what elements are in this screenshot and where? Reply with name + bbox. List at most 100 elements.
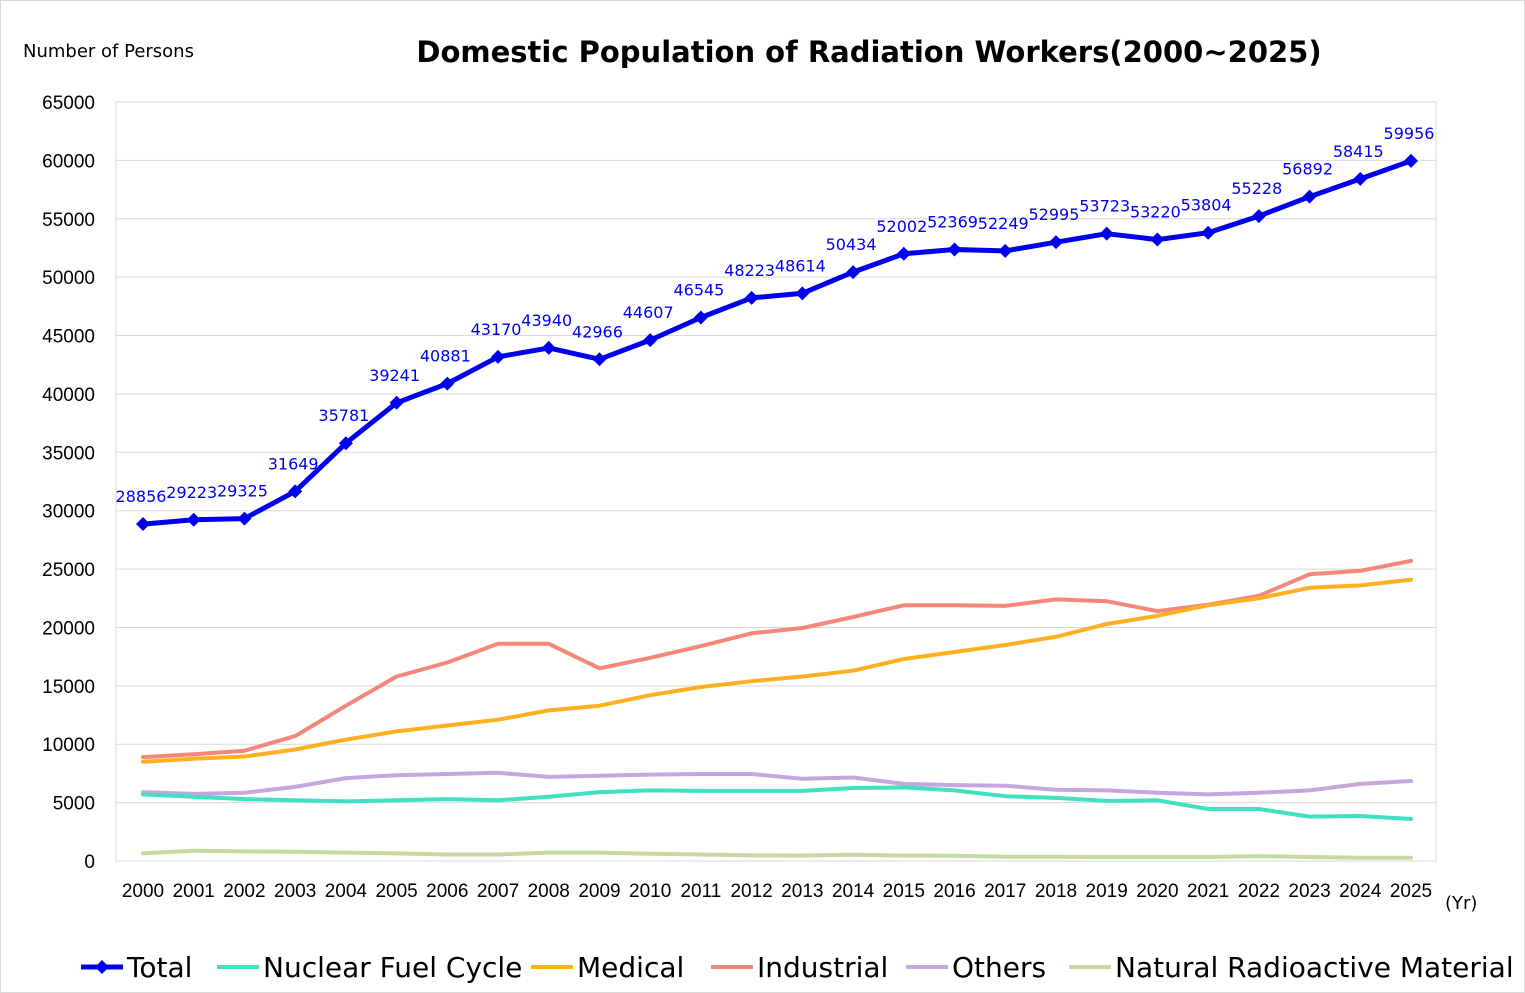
x-axis-label: (Yr) [1445, 893, 1477, 914]
x-tick-label: 2016 [933, 881, 975, 902]
data-point [136, 517, 150, 532]
data-label: 53723 [1079, 197, 1130, 216]
data-label: 48223 [724, 261, 775, 280]
data-label: 44607 [623, 303, 674, 322]
legend-item: Others [906, 951, 1046, 984]
data-label: 55228 [1231, 179, 1282, 198]
data-label: 52995 [1029, 205, 1080, 224]
x-tick-label: 2014 [832, 881, 875, 902]
x-tick-label: 2007 [477, 881, 519, 902]
data-label: 53804 [1181, 196, 1232, 215]
data-point [693, 310, 708, 325]
x-tick-label: 2002 [223, 881, 265, 902]
legend-label: Nuclear Fuel Cycle [263, 951, 522, 984]
x-tick-label: 2017 [984, 881, 1026, 902]
x-tick-label: 2013 [781, 881, 823, 902]
legend-item: Total [81, 951, 192, 984]
legend-item: Natural Radioactive Material [1069, 951, 1514, 984]
y-tick-label: 50000 [42, 268, 95, 289]
data-label: 40881 [420, 347, 471, 366]
series-lines [140, 158, 1414, 860]
data-point [643, 333, 658, 348]
x-tick-label: 2012 [730, 881, 772, 902]
data-label: 29223 [166, 483, 217, 502]
data-label: 48614 [775, 256, 826, 275]
data-point [896, 246, 911, 261]
x-tick-label: 2020 [1136, 881, 1178, 902]
y-tick-label: 20000 [42, 618, 95, 639]
x-tick-label: 2004 [325, 881, 368, 902]
data-point [186, 512, 201, 527]
legend-label: Natural Radioactive Material [1115, 951, 1514, 984]
legend-label: Medical [577, 951, 684, 984]
x-axis-ticks: 2000 2001 2002 2003 2004 2005 2006 2007 2008 2009… [122, 881, 1432, 902]
legend-label: Industrial [757, 951, 888, 984]
data-point [795, 286, 810, 301]
y-tick-label: 40000 [42, 385, 95, 406]
x-tick-label: 2022 [1238, 881, 1280, 902]
data-label: 58415 [1333, 142, 1384, 161]
chart-title: Domestic Population of Radiation Workers… [416, 35, 1321, 69]
data-point [1251, 209, 1266, 224]
x-tick-label: 2001 [173, 881, 215, 902]
x-tick-label: 2003 [274, 881, 316, 902]
x-tick-label: 2011 [680, 881, 721, 902]
data-point [389, 395, 404, 410]
data-point [1099, 226, 1114, 241]
y-tick-label: 65000 [42, 93, 95, 114]
legend-item: Nuclear Fuel Cycle [217, 951, 522, 984]
data-point [288, 484, 303, 499]
x-tick-label: 2021 [1187, 881, 1229, 902]
plot-area [115, 101, 1437, 862]
data-point [1404, 153, 1418, 168]
legend-item: Medical [531, 951, 684, 984]
data-label: 39241 [369, 366, 420, 385]
series-line-industrial [141, 558, 1413, 760]
data-label: 59956 [1384, 124, 1435, 143]
x-tick-label: 2006 [426, 881, 468, 902]
data-point [592, 352, 607, 367]
data-label: 56892 [1282, 160, 1333, 179]
y-tick-label: 35000 [42, 443, 95, 464]
data-label: 42966 [572, 322, 623, 341]
data-point [440, 376, 455, 391]
series-line-natural-radioactive-material [141, 848, 1413, 860]
y-axis-label: Number of Persons [23, 41, 194, 62]
series-line-others [141, 770, 1413, 797]
series-line-nuclear-fuel-cycle [141, 785, 1413, 821]
x-tick-label: 2005 [375, 881, 417, 902]
data-point [1048, 235, 1063, 250]
grid-lines [116, 159, 1436, 804]
y-tick-label: 15000 [42, 677, 95, 698]
data-point [1353, 171, 1368, 186]
x-tick-label: 2023 [1288, 881, 1330, 902]
y-tick-label: 10000 [42, 735, 95, 756]
data-label: 52369 [927, 212, 978, 231]
x-tick-label: 2009 [578, 881, 620, 902]
series-line-medical [141, 577, 1413, 764]
data-point [846, 265, 861, 280]
series-markers [136, 153, 1418, 532]
data-label: 53220 [1130, 203, 1181, 222]
data-label: 31649 [268, 454, 319, 473]
data-point [541, 340, 556, 355]
data-point [237, 511, 252, 526]
data-point [491, 349, 506, 364]
x-tick-label: 2000 [122, 881, 164, 902]
data-label: 28856 [116, 487, 167, 506]
data-label: 46545 [673, 280, 724, 299]
data-label: 43940 [521, 311, 572, 330]
legend: Total Nuclear Fuel Cycle Medical Industrial… [81, 951, 1514, 984]
y-tick-label: 25000 [42, 560, 95, 581]
y-tick-label: 45000 [42, 327, 95, 348]
y-tick-label: 0 [84, 852, 95, 873]
x-tick-label: 2018 [1035, 881, 1077, 902]
data-point [1150, 232, 1165, 247]
data-label: 35781 [318, 406, 369, 425]
data-label: 43170 [471, 320, 522, 339]
x-tick-label: 2008 [528, 881, 570, 902]
data-point [744, 290, 759, 305]
